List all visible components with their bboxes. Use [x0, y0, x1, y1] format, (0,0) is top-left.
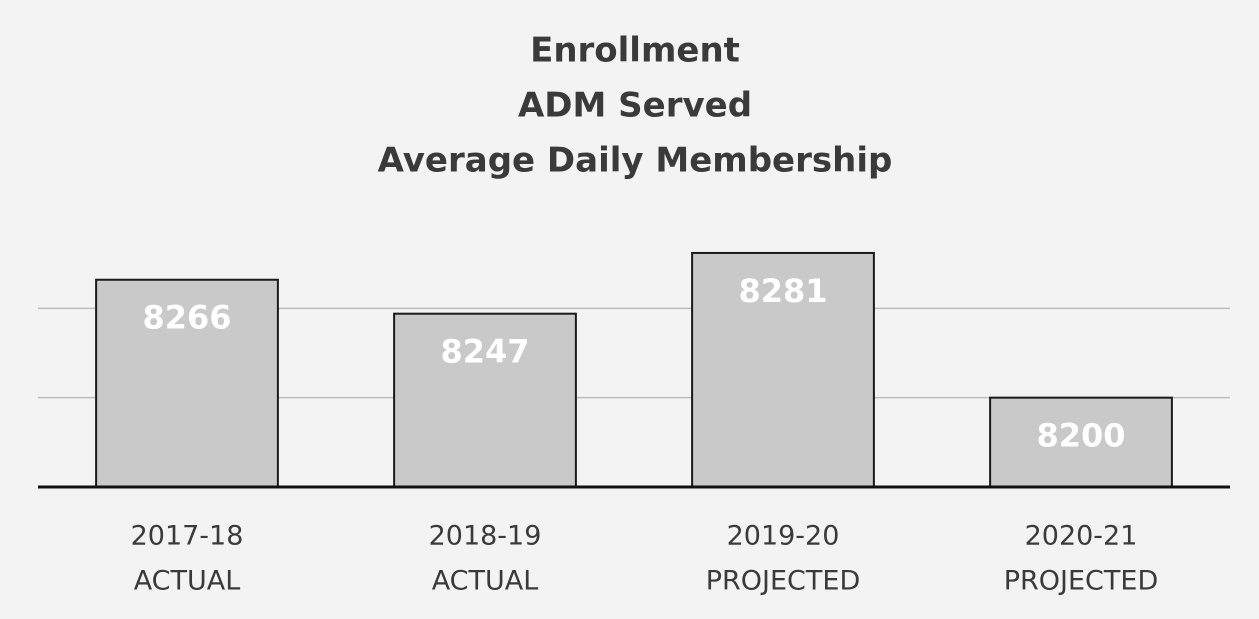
chart-title: Enrollment	[530, 31, 740, 71]
bar	[95, 278, 279, 488]
x-tick-label: ACTUAL	[432, 566, 539, 597]
x-tick-label: 2020-21	[1025, 521, 1138, 552]
bar	[989, 396, 1173, 488]
bar	[691, 251, 875, 488]
x-tick-label: PROJECTED	[706, 566, 861, 597]
chart-subtitle: ADM Served	[518, 86, 752, 126]
x-tick-label: 2019-20	[727, 521, 840, 552]
x-tick-label: 2018-19	[429, 521, 542, 552]
value-label: 8247	[440, 333, 529, 371]
value-label: 8266	[142, 299, 231, 337]
value-label: 8200	[1036, 417, 1125, 455]
x-tick-label: PROJECTED	[1004, 566, 1159, 597]
x-tick-label: 2017-18	[131, 521, 244, 552]
chart-subtitle: Average Daily Membership	[378, 141, 893, 181]
value-label: 8281	[738, 272, 827, 310]
x-tick-label: ACTUAL	[134, 566, 241, 597]
